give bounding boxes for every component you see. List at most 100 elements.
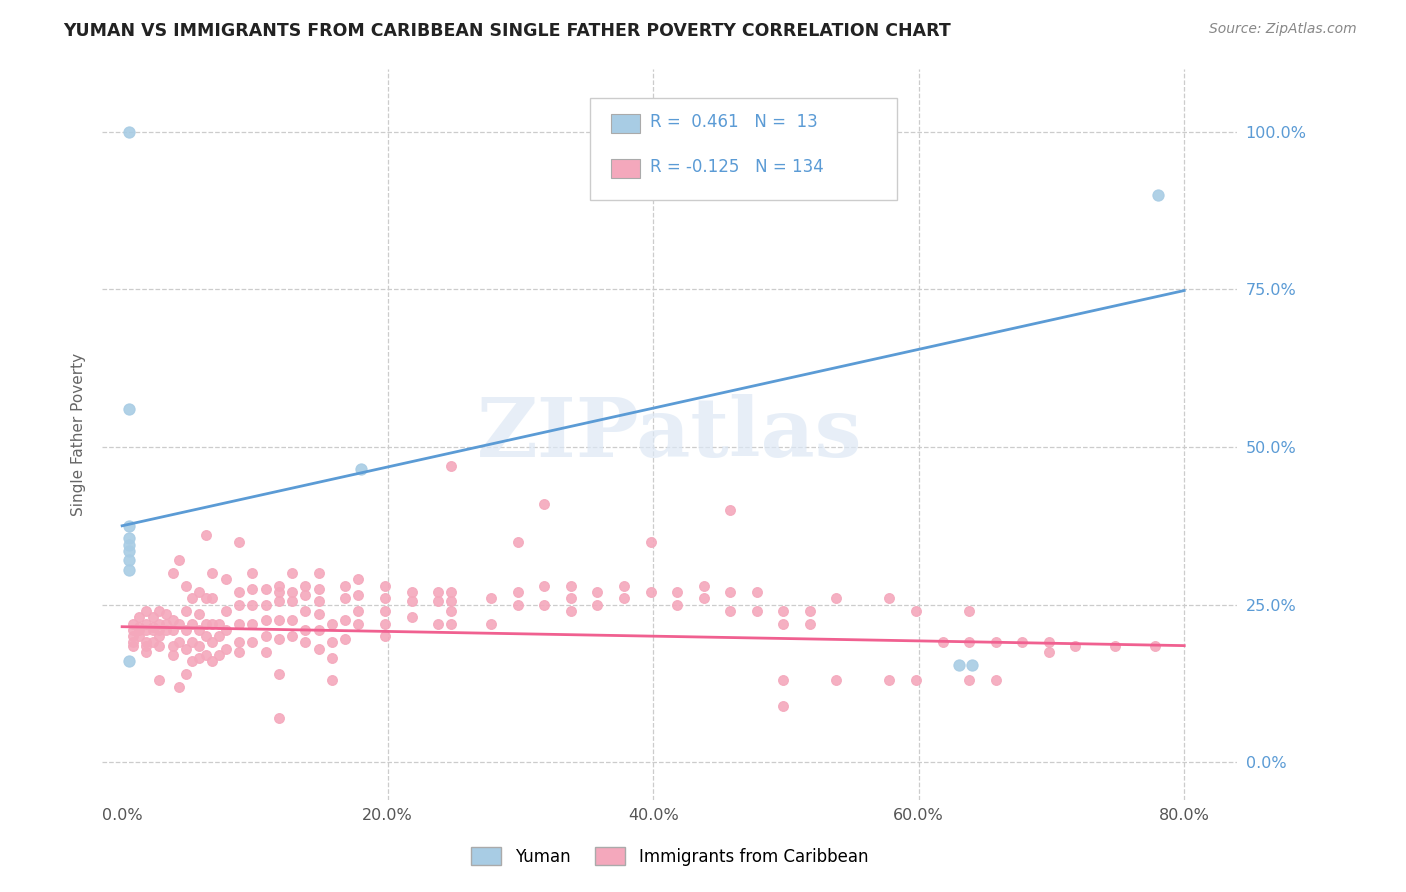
Point bbox=[181, 591, 204, 606]
Point bbox=[401, 610, 423, 624]
Point bbox=[201, 616, 224, 631]
Point bbox=[118, 538, 141, 552]
Point bbox=[162, 566, 184, 580]
Point bbox=[281, 585, 304, 599]
Point bbox=[1064, 639, 1087, 653]
Point bbox=[718, 604, 741, 618]
Point bbox=[167, 616, 190, 631]
Point bbox=[692, 591, 714, 606]
Point bbox=[148, 629, 170, 643]
Point bbox=[1038, 635, 1060, 649]
Y-axis label: Single Father Poverty: Single Father Poverty bbox=[72, 352, 86, 516]
Point bbox=[374, 629, 396, 643]
Point bbox=[799, 604, 821, 618]
Point bbox=[666, 585, 689, 599]
Point bbox=[121, 635, 143, 649]
Point bbox=[267, 579, 290, 593]
Point bbox=[347, 573, 370, 587]
Point bbox=[613, 579, 636, 593]
Text: R =  0.461   N =  13: R = 0.461 N = 13 bbox=[651, 113, 818, 131]
Point bbox=[121, 623, 143, 637]
Point bbox=[155, 616, 177, 631]
Point bbox=[308, 582, 330, 596]
Point bbox=[427, 594, 450, 608]
Point bbox=[427, 616, 450, 631]
Point bbox=[162, 639, 184, 653]
Point bbox=[586, 585, 609, 599]
Point bbox=[174, 623, 197, 637]
Point bbox=[201, 654, 224, 668]
Point bbox=[440, 458, 463, 473]
Point bbox=[294, 604, 316, 618]
Point bbox=[201, 591, 224, 606]
Point bbox=[155, 607, 177, 621]
Point bbox=[155, 623, 177, 637]
Point bbox=[194, 616, 217, 631]
Point bbox=[772, 616, 794, 631]
Point bbox=[135, 616, 157, 631]
FancyBboxPatch shape bbox=[591, 98, 897, 200]
Point bbox=[208, 648, 231, 662]
Point bbox=[905, 604, 928, 618]
Point bbox=[142, 610, 165, 624]
Point bbox=[118, 532, 141, 546]
Point bbox=[506, 598, 529, 612]
Point bbox=[427, 585, 450, 599]
Point bbox=[254, 645, 277, 659]
Point bbox=[188, 623, 211, 637]
Point bbox=[228, 534, 250, 549]
Point bbox=[174, 579, 197, 593]
Point bbox=[1038, 645, 1060, 659]
Point bbox=[148, 604, 170, 618]
Point bbox=[174, 667, 197, 681]
Point bbox=[215, 623, 238, 637]
Point bbox=[148, 639, 170, 653]
Point bbox=[142, 635, 165, 649]
Point bbox=[128, 620, 150, 634]
Point bbox=[201, 566, 224, 580]
Text: Source: ZipAtlas.com: Source: ZipAtlas.com bbox=[1209, 22, 1357, 37]
Point bbox=[533, 579, 555, 593]
Point bbox=[666, 598, 689, 612]
Point bbox=[254, 582, 277, 596]
Point bbox=[215, 604, 238, 618]
Point bbox=[254, 614, 277, 628]
Point bbox=[281, 594, 304, 608]
Point bbox=[440, 585, 463, 599]
Point bbox=[957, 635, 980, 649]
Point bbox=[347, 604, 370, 618]
Point bbox=[148, 623, 170, 637]
Point bbox=[825, 591, 848, 606]
Point bbox=[957, 673, 980, 688]
Point bbox=[640, 534, 662, 549]
FancyBboxPatch shape bbox=[610, 114, 640, 133]
Point bbox=[560, 579, 582, 593]
FancyBboxPatch shape bbox=[610, 160, 640, 178]
Point bbox=[267, 594, 290, 608]
Point bbox=[240, 598, 263, 612]
Point bbox=[240, 566, 263, 580]
Point bbox=[308, 607, 330, 621]
Point bbox=[640, 585, 662, 599]
Point bbox=[294, 579, 316, 593]
Point bbox=[181, 654, 204, 668]
Point bbox=[215, 573, 238, 587]
Point bbox=[142, 620, 165, 634]
Point bbox=[281, 614, 304, 628]
Point bbox=[281, 566, 304, 580]
Point bbox=[692, 579, 714, 593]
Point bbox=[167, 635, 190, 649]
Point bbox=[957, 604, 980, 618]
Point bbox=[142, 623, 165, 637]
Point bbox=[294, 635, 316, 649]
Point bbox=[374, 579, 396, 593]
Point bbox=[321, 635, 343, 649]
Point bbox=[174, 641, 197, 656]
Point bbox=[281, 629, 304, 643]
Point bbox=[772, 673, 794, 688]
Point bbox=[118, 402, 141, 417]
Point bbox=[148, 616, 170, 631]
Point bbox=[772, 604, 794, 618]
Point bbox=[401, 585, 423, 599]
Point bbox=[148, 673, 170, 688]
